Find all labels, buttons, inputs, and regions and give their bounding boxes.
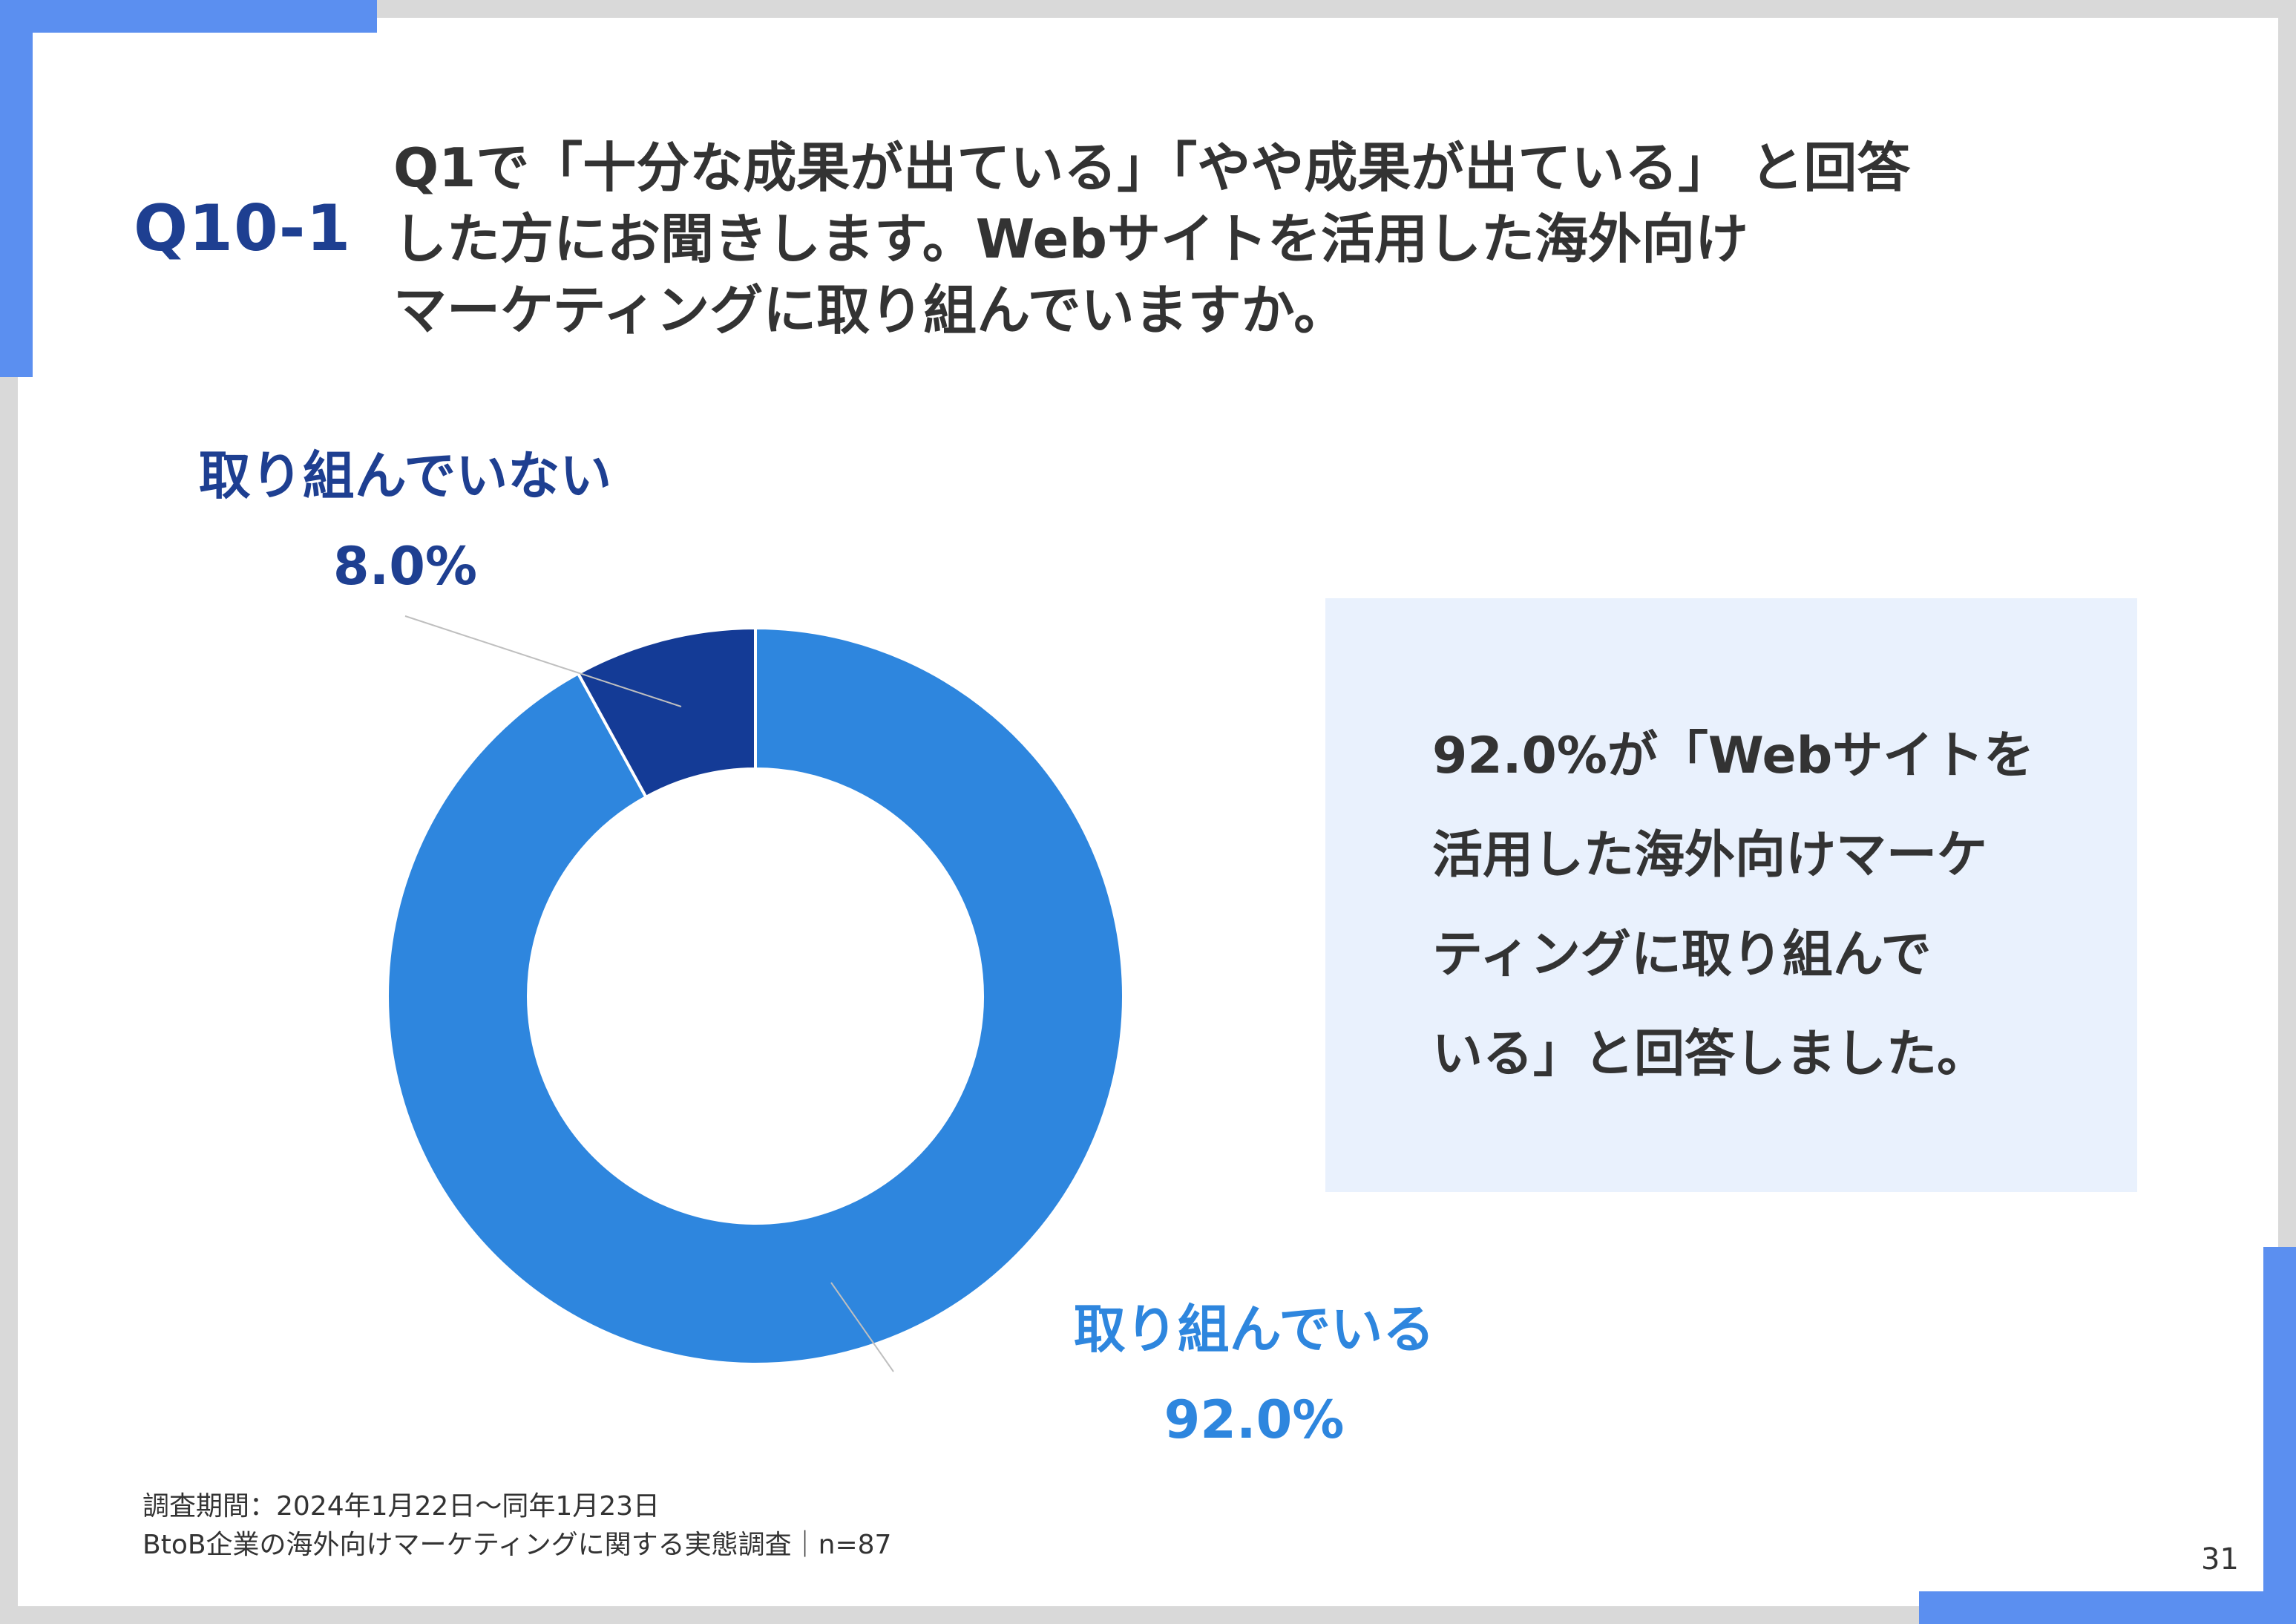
summary-box: 92.0%が「Webサイトを 活用した海外向けマーケ ティングに取り組んで いる… bbox=[1325, 598, 2137, 1192]
summary-line-1: 92.0%が「Webサイトを bbox=[1432, 727, 2035, 785]
leader-line-engaged bbox=[830, 1282, 894, 1372]
question-text: Q1で「十分な成果が出ている」「やや成果が出ている」 と回答 した方にお聞きしま… bbox=[393, 132, 2070, 346]
slice-label-engaged-name: 取り組んでいる bbox=[1073, 1299, 1435, 1360]
footnote: 調査期間：2024年1月22日～同年1月23日 BtoB企業の海外向けマーケティ… bbox=[142, 1487, 891, 1565]
footnote-survey: BtoB企業の海外向けマーケティングに関する実態調査｜n=87 bbox=[142, 1530, 892, 1560]
question-line-1: Q1で「十分な成果が出ている」「やや成果が出ている」 と回答 bbox=[393, 137, 1911, 199]
slice-label-not-engaged-name: 取り組んでいない bbox=[198, 445, 612, 506]
slice-label-engaged: 取り組んでいる 92.0% bbox=[1024, 1284, 1484, 1465]
summary-text: 92.0%が「Webサイトを 活用した海外向けマーケ ティングに取り組んで いる… bbox=[1432, 707, 2100, 1104]
summary-line-4: いる」と回答しました。 bbox=[1432, 1025, 1988, 1084]
corner-accent-top-left bbox=[0, 0, 377, 33]
slice-label-engaged-value: 92.0% bbox=[1164, 1389, 1345, 1450]
donut-slice-engaged bbox=[386, 626, 1125, 1366]
corner-accent-bottom-right bbox=[1919, 1591, 2296, 1624]
question-line-3: マーケティングに取り組んでいますか。 bbox=[393, 279, 1348, 341]
leader-line-not-engaged bbox=[404, 615, 682, 707]
question-number: Q10-1 bbox=[134, 191, 352, 266]
corner-accent-bottom-right-vertical bbox=[2263, 1247, 2296, 1624]
summary-line-2: 活用した海外向けマーケ bbox=[1432, 826, 1988, 885]
page-number: 31 bbox=[2201, 1542, 2239, 1576]
corner-accent-top-left-vertical bbox=[0, 0, 33, 377]
slice-label-not-engaged-value: 8.0% bbox=[332, 536, 478, 597]
slice-label-not-engaged: 取り組んでいない 8.0% bbox=[175, 430, 635, 612]
footnote-period: 調査期間：2024年1月22日～同年1月23日 bbox=[142, 1491, 660, 1522]
question-line-2: した方にお聞きします。Webサイトを活用した海外向け bbox=[393, 208, 1749, 270]
summary-line-3: ティングに取り組んで bbox=[1432, 926, 1932, 984]
donut-slice-not-engaged bbox=[576, 626, 757, 799]
